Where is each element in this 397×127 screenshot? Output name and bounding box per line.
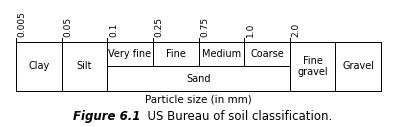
Text: 0.005: 0.005 bbox=[18, 11, 27, 37]
Bar bbox=[244, 42, 290, 66]
Text: Figure 6.1  US Bureau of soil classification.: Figure 6.1 US Bureau of soil classificat… bbox=[0, 126, 1, 127]
Text: Silt: Silt bbox=[77, 61, 92, 71]
Bar bbox=[198, 42, 244, 66]
Text: Gravel: Gravel bbox=[342, 61, 374, 71]
Text: 0.1: 0.1 bbox=[109, 22, 118, 37]
Text: 1.0: 1.0 bbox=[246, 22, 255, 37]
Bar bbox=[153, 42, 198, 66]
Text: Fine: Fine bbox=[166, 49, 186, 59]
Text: Sand: Sand bbox=[186, 74, 211, 84]
Text: Figure 6.1: Figure 6.1 bbox=[73, 110, 141, 123]
Bar bbox=[107, 66, 290, 91]
Text: 0.75: 0.75 bbox=[200, 17, 209, 37]
Bar bbox=[16, 42, 62, 91]
Text: Very fine: Very fine bbox=[108, 49, 152, 59]
Text: US Bureau of soil classification.: US Bureau of soil classification. bbox=[141, 110, 333, 123]
Bar bbox=[290, 42, 335, 91]
Text: Coarse: Coarse bbox=[250, 49, 284, 59]
Text: Particle size (in mm): Particle size (in mm) bbox=[145, 95, 252, 105]
Text: 0.25: 0.25 bbox=[155, 17, 164, 37]
Text: Fine
gravel: Fine gravel bbox=[297, 55, 328, 77]
Text: 2.0: 2.0 bbox=[292, 23, 301, 37]
Text: 0.05: 0.05 bbox=[64, 17, 72, 37]
Bar bbox=[62, 42, 107, 91]
Text: Clay: Clay bbox=[28, 61, 49, 71]
Bar bbox=[107, 42, 153, 66]
Text: Medium: Medium bbox=[202, 49, 241, 59]
Bar bbox=[335, 42, 381, 91]
